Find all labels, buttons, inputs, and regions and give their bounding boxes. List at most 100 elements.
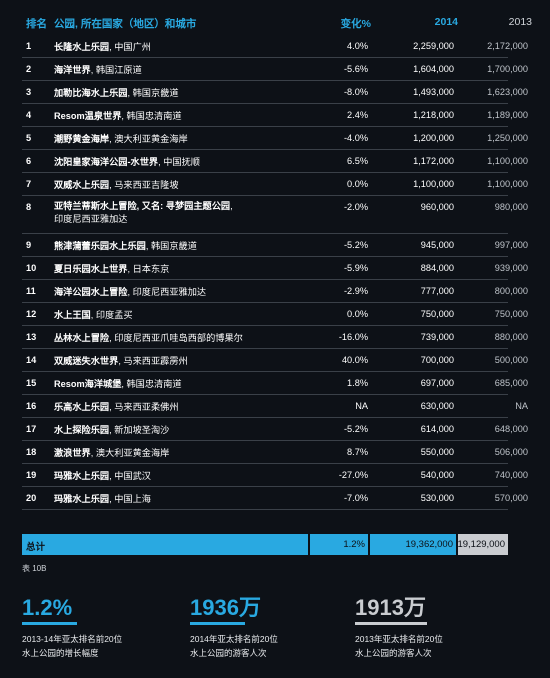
table-row: 16 乐高水上乐园, 马来西亚柔佛州 NA 630,000 NA <box>22 395 528 418</box>
park-location: , 韩国江原道 <box>90 65 142 75</box>
visitors-2014-cell: 697,000 <box>420 378 454 388</box>
park-name: 夏日乐园水上世界 <box>54 264 128 274</box>
stat-desc-line: 水上公园的游客人次 <box>355 648 432 658</box>
rank-cell: 18 <box>26 447 37 457</box>
park-location: , 印度尼西亚爪哇岛西部的博果尔 <box>109 333 243 343</box>
visitors-2013-cell: 1,700,000 <box>487 64 528 74</box>
total-2014-cell: 19,362,000 <box>370 534 456 555</box>
table-row: 4 Resom温泉世界, 韩国忠清南道 2.4% 1,218,000 1,189,000 <box>22 104 528 127</box>
park-location: , 中国抚顺 <box>158 157 200 167</box>
rank-cell: 20 <box>26 493 37 503</box>
park-name: 加勒比海水上乐园 <box>54 88 128 98</box>
stat-underline <box>355 622 427 625</box>
change-cell: -8.0% <box>343 87 368 97</box>
header-park: 公园, 所在国家（地区）和城市 <box>54 18 197 30</box>
park-cell: 玛雅水上乐园, 中国武汉 <box>54 470 151 483</box>
park-location: , 马来西亚柔佛州 <box>109 402 179 412</box>
park-cell: 双威水上乐园, 马来西亚吉隆坡 <box>54 179 179 192</box>
park-location: , 马来西亚霹雳州 <box>118 356 188 366</box>
park-name: 潮野黄金海岸 <box>54 134 110 144</box>
table-row: 12 水上王国, 印度孟买 0.0% 750,000 750,000 <box>22 303 528 326</box>
park-location: , 韩国忠清南道 <box>121 379 182 389</box>
rank-cell: 19 <box>26 470 37 480</box>
park-cell: 潮野黄金海岸, 澳大利亚黄金海岸 <box>54 133 188 146</box>
park-name: 海洋公园水上冒险 <box>54 287 128 297</box>
park-name: 水上王国 <box>54 310 91 320</box>
park-cell: 海洋公园水上冒险, 印度尼西亚雅加达 <box>54 286 206 299</box>
visitors-2014-cell: 530,000 <box>420 493 454 503</box>
visitors-2014-cell: 700,000 <box>420 355 454 365</box>
visitors-2013-cell: 740,000 <box>494 470 528 480</box>
rank-cell: 17 <box>26 424 37 434</box>
change-cell: 40.0% <box>341 355 368 365</box>
park-cell: 夏日乐园水上世界, 日本东京 <box>54 263 169 276</box>
change-cell: NA <box>355 401 368 411</box>
park-name: 沈阳皇家海洋公园-水世界 <box>54 157 159 167</box>
stat-value: 1936万 <box>190 595 261 620</box>
park-cell: 激浪世界, 澳大利亚黄金海岸 <box>54 447 169 460</box>
table-row: 1 长隆水上乐园, 中国广州 4.0% 2,259,000 2,172,000 <box>22 35 528 58</box>
change-cell: 4.0% <box>347 41 368 51</box>
park-name: Resom温泉世界 <box>54 111 122 121</box>
park-name: 激浪世界 <box>54 448 91 458</box>
visitors-2014-cell: 945,000 <box>420 240 454 250</box>
visitors-2013-cell: 500,000 <box>494 355 528 365</box>
park-location: , 中国武汉 <box>109 471 151 481</box>
park-name: 熊津蒲蕾乐园水上乐园 <box>54 241 146 251</box>
header-change: 变化% <box>340 18 371 30</box>
visitors-2013-cell: 506,000 <box>494 447 528 457</box>
table-caption: 表 10B <box>22 564 47 573</box>
total-row: 总计 1.2% 19,362,000 19,129,000 <box>22 534 508 555</box>
park-cell: 丛林水上冒险, 印度尼西亚爪哇岛西部的博果尔 <box>54 332 243 345</box>
visitors-2013-cell: 1,100,000 <box>487 156 528 166</box>
park-location: , 中国广州 <box>109 42 151 52</box>
change-cell: 2.4% <box>347 110 368 120</box>
rank-cell: 2 <box>26 64 32 74</box>
table-row: 18 激浪世界, 澳大利亚黄金海岸 8.7% 550,000 506,000 <box>22 441 528 464</box>
visitors-2014-cell: 1,218,000 <box>413 110 454 120</box>
total-change-cell: 1.2% <box>310 534 368 555</box>
change-cell: -4.0% <box>343 133 368 143</box>
change-cell: 6.5% <box>347 156 368 166</box>
stat-desc-line: 2014年亚太排名前20位 <box>190 634 278 644</box>
stat-visitors-2013: 1913万 2013年亚太排名前20位 水上公园的游客人次 <box>355 596 515 660</box>
park-cell: 海洋世界, 韩国江原道 <box>54 64 142 77</box>
visitors-2013-cell: 570,000 <box>494 493 528 503</box>
rank-cell: 16 <box>26 401 37 411</box>
total-2013-cell: 19,129,000 <box>457 534 508 555</box>
table-row: 14 双威迷失水世界, 马来西亚霹雳州 40.0% 700,000 500,000 <box>22 349 528 372</box>
table-row: 17 水上探险乐园, 新加坡圣淘沙 -5.2% 614,000 648,000 <box>22 418 528 441</box>
rank-cell: 1 <box>26 41 32 51</box>
stat-visitors-2014: 1936万 2014年亚太排名前20位 水上公园的游客人次 <box>190 596 350 660</box>
rank-cell: 15 <box>26 378 37 388</box>
park-location: , 澳大利亚黄金海岸 <box>90 448 170 458</box>
park-name: 长隆水上乐园 <box>54 42 110 52</box>
table-row: 9 熊津蒲蕾乐园水上乐园, 韩国京畿道 -5.2% 945,000 997,000 <box>22 234 528 257</box>
change-cell: -5.2% <box>343 424 368 434</box>
park-cell: 水上探险乐园, 新加坡圣淘沙 <box>54 424 169 437</box>
stat-underline <box>22 622 77 625</box>
stat-desc-line: 2013年亚太排名前20位 <box>355 634 443 644</box>
change-cell: -27.0% <box>338 470 368 480</box>
park-cell: 长隆水上乐园, 中国广州 <box>54 41 151 54</box>
park-name: 海洋世界 <box>54 65 91 75</box>
stat-description: 2014年亚太排名前20位 水上公园的游客人次 <box>190 632 350 660</box>
visitors-2013-cell: 980,000 <box>494 202 528 212</box>
park-cell: Resom温泉世界, 韩国忠清南道 <box>54 110 182 123</box>
park-name: 亚特兰蒂斯水上冒险, 又名: 寻梦园主题公园 <box>54 201 231 211</box>
visitors-2013-cell: 800,000 <box>494 286 528 296</box>
park-location: , 日本东京 <box>127 264 170 274</box>
change-cell: -16.0% <box>338 332 368 342</box>
table-row: 5 潮野黄金海岸, 澳大利亚黄金海岸 -4.0% 1,200,000 1,250,000 <box>22 127 528 150</box>
table-row: 8 亚特兰蒂斯水上冒险, 又名: 寻梦园主题公园, 印度尼西亚雅加达 -2.0% 960… <box>22 196 528 234</box>
park-name: 丛林水上冒险 <box>54 333 110 343</box>
visitors-2014-cell: 884,000 <box>420 263 454 273</box>
total-2013: 19,129,000 <box>457 539 505 550</box>
park-cell: 玛雅水上乐园, 中国上海 <box>54 493 151 506</box>
visitors-2014-cell: 540,000 <box>420 470 454 480</box>
visitors-2013-cell: 750,000 <box>494 309 528 319</box>
table-row: 13 丛林水上冒险, 印度尼西亚爪哇岛西部的博果尔 -16.0% 739,000 880… <box>22 326 528 349</box>
park-cell: 加勒比海水上乐园, 韩国京畿道 <box>54 87 179 100</box>
change-cell: -5.6% <box>343 64 368 74</box>
